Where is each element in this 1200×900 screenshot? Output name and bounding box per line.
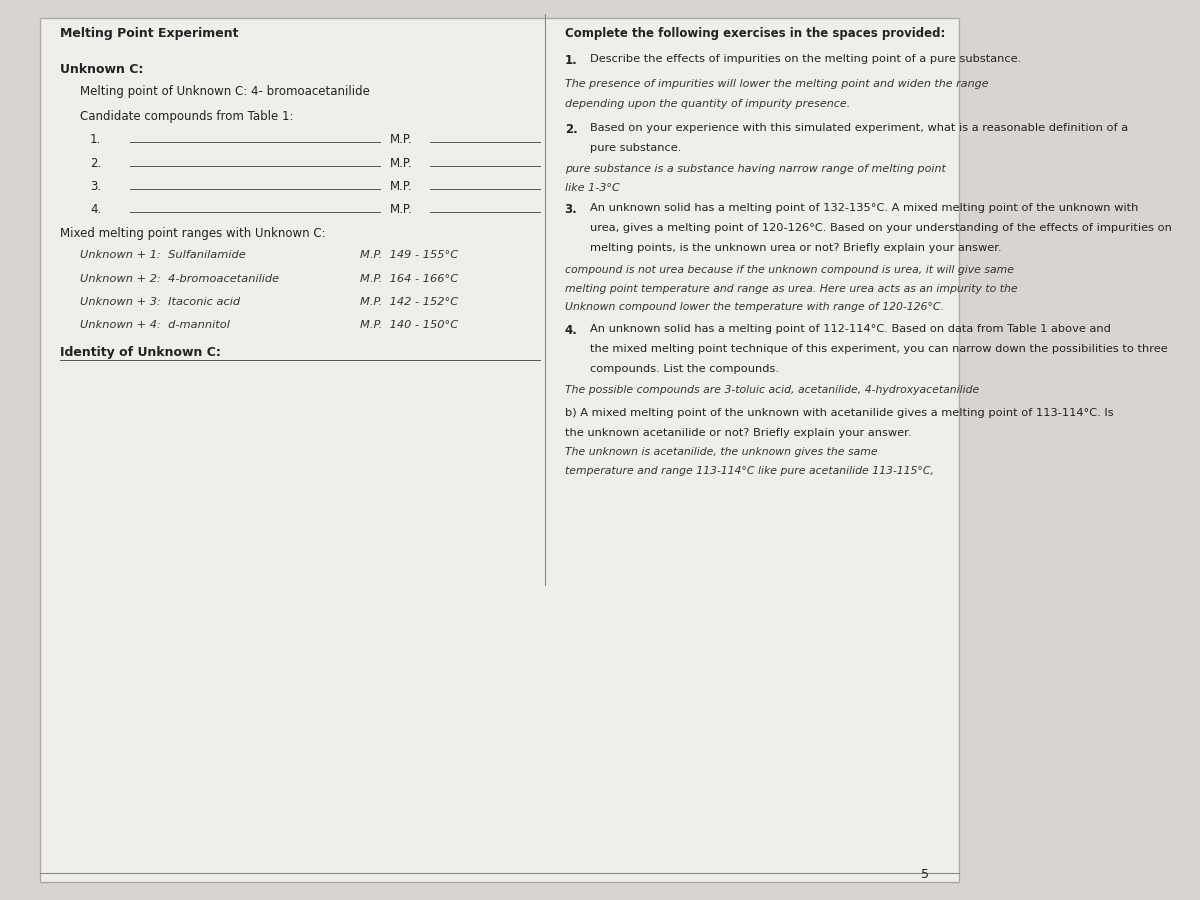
- Text: 3.: 3.: [90, 180, 101, 193]
- Text: Unknown C:: Unknown C:: [60, 63, 143, 76]
- Text: Based on your experience with this simulated experiment, what is a reasonable de: Based on your experience with this simul…: [589, 123, 1128, 133]
- Text: M.P.: M.P.: [390, 180, 413, 193]
- Text: Unknown + 2:  4-bromoacetanilide: Unknown + 2: 4-bromoacetanilide: [80, 274, 280, 284]
- Text: The presence of impurities will lower the melting point and widen the range: The presence of impurities will lower th…: [565, 79, 989, 89]
- Text: The possible compounds are 3-toluic acid, acetanilide, 4-hydroxyacetanilide: The possible compounds are 3-toluic acid…: [565, 385, 979, 395]
- Text: Unknown compound lower the temperature with range of 120-126°C.: Unknown compound lower the temperature w…: [565, 302, 943, 312]
- Text: Unknown + 1:  Sulfanilamide: Unknown + 1: Sulfanilamide: [80, 250, 246, 260]
- Text: pure substance.: pure substance.: [589, 143, 682, 153]
- Text: depending upon the quantity of impurity presence.: depending upon the quantity of impurity …: [565, 99, 850, 109]
- Text: urea, gives a melting point of 120-126°C. Based on your understanding of the eff: urea, gives a melting point of 120-126°C…: [589, 223, 1171, 233]
- Text: M.P.  142 - 152°C: M.P. 142 - 152°C: [360, 297, 458, 307]
- Text: M.P.  164 - 166°C: M.P. 164 - 166°C: [360, 274, 458, 284]
- Text: 1.: 1.: [565, 54, 577, 67]
- Text: M.P.  149 - 155°C: M.P. 149 - 155°C: [360, 250, 458, 260]
- Text: Melting point of Unknown C: 4- bromoacetanilide: Melting point of Unknown C: 4- bromoacet…: [80, 86, 370, 98]
- Text: Identity of Unknown C:: Identity of Unknown C:: [60, 346, 221, 358]
- Text: M.P.: M.P.: [390, 203, 413, 216]
- Text: the mixed melting point technique of this experiment, you can narrow down the po: the mixed melting point technique of thi…: [589, 344, 1168, 354]
- Text: temperature and range 113-114°C like pure acetanilide 113-115°C,: temperature and range 113-114°C like pur…: [565, 466, 934, 476]
- Text: compounds. List the compounds.: compounds. List the compounds.: [589, 364, 779, 374]
- Text: 4.: 4.: [90, 203, 101, 216]
- Text: The unknown is acetanilide, the unknown gives the same: The unknown is acetanilide, the unknown …: [565, 447, 877, 457]
- Text: 3.: 3.: [565, 203, 577, 216]
- Text: Unknown + 3:  Itaconic acid: Unknown + 3: Itaconic acid: [80, 297, 240, 307]
- Text: Describe the effects of impurities on the melting point of a pure substance.: Describe the effects of impurities on th…: [589, 54, 1021, 64]
- Text: 1.: 1.: [90, 133, 101, 146]
- Text: Candidate compounds from Table 1:: Candidate compounds from Table 1:: [80, 110, 294, 122]
- Text: Mixed melting point ranges with Unknown C:: Mixed melting point ranges with Unknown …: [60, 227, 325, 239]
- Text: M.P.: M.P.: [390, 157, 413, 169]
- FancyBboxPatch shape: [40, 18, 960, 882]
- Text: 4.: 4.: [565, 324, 577, 337]
- Text: An unknown solid has a melting point of 132-135°C. A mixed melting point of the : An unknown solid has a melting point of …: [589, 203, 1138, 213]
- Text: Complete the following exercises in the spaces provided:: Complete the following exercises in the …: [565, 27, 946, 40]
- Text: M.P.  140 - 150°C: M.P. 140 - 150°C: [360, 320, 458, 330]
- Text: An unknown solid has a melting point of 112-114°C. Based on data from Table 1 ab: An unknown solid has a melting point of …: [589, 324, 1110, 334]
- Text: b) A mixed melting point of the unknown with acetanilide gives a melting point o: b) A mixed melting point of the unknown …: [565, 408, 1114, 418]
- Text: melting points, is the unknown urea or not? Briefly explain your answer.: melting points, is the unknown urea or n…: [589, 243, 1001, 253]
- Text: pure substance is a substance having narrow range of melting point: pure substance is a substance having nar…: [565, 164, 946, 174]
- Text: M.P.: M.P.: [390, 133, 413, 146]
- Text: Melting Point Experiment: Melting Point Experiment: [60, 27, 239, 40]
- Text: like 1-3°C: like 1-3°C: [565, 183, 619, 193]
- Text: Unknown + 4:  d-mannitol: Unknown + 4: d-mannitol: [80, 320, 230, 330]
- Text: melting point temperature and range as urea. Here urea acts as an impurity to th: melting point temperature and range as u…: [565, 284, 1018, 293]
- Text: compound is not urea because if the unknown compound is urea, it will give same: compound is not urea because if the unkn…: [565, 265, 1014, 274]
- Text: 2.: 2.: [565, 123, 577, 136]
- Text: the unknown acetanilide or not? Briefly explain your answer.: the unknown acetanilide or not? Briefly …: [565, 428, 911, 437]
- Text: 2.: 2.: [90, 157, 101, 169]
- Text: 5: 5: [922, 868, 930, 881]
